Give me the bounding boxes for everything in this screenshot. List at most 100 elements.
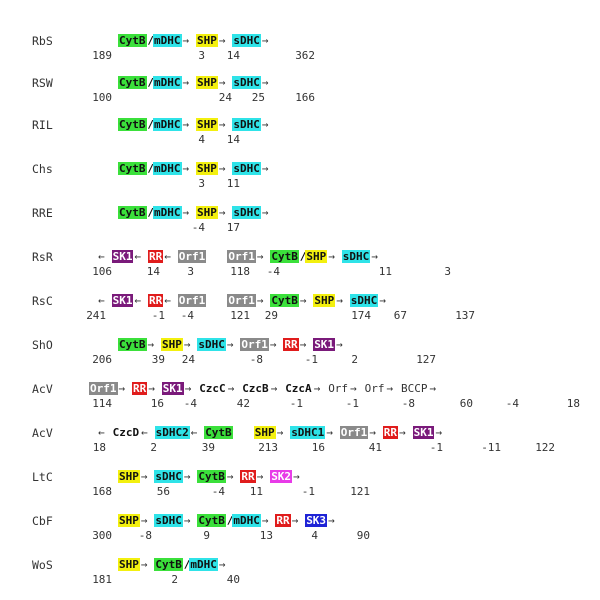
- spacer-distance: -1: [345, 397, 360, 410]
- spacer-distance: 11: [226, 177, 241, 190]
- direction-arrow: →: [183, 338, 191, 351]
- gene-label: sDHC: [232, 206, 261, 219]
- gene-label: BCCP: [401, 382, 428, 395]
- spacer-distance: -8: [401, 397, 416, 410]
- direction-arrow: →: [261, 514, 269, 527]
- spacer-distance: 114: [92, 397, 113, 410]
- spacer-distance: 166: [295, 91, 316, 104]
- spacer-distance: 118: [230, 265, 251, 278]
- spacer-distance: -4: [505, 397, 520, 410]
- direction-arrow: →: [140, 558, 148, 571]
- direction-arrow: →: [182, 34, 190, 47]
- direction-arrow: ←: [164, 294, 171, 307]
- gene-label: CytB: [270, 294, 299, 307]
- spacer-distance: 181: [92, 573, 113, 586]
- spacer-distance: 106: [92, 265, 113, 278]
- gene-label: RR: [382, 426, 399, 439]
- direction-arrow: →: [261, 76, 269, 89]
- direction-arrow: →: [261, 118, 269, 131]
- organism-label: Chs: [32, 162, 53, 176]
- gene-label: Orf1: [227, 294, 256, 307]
- gene-label: SK1: [313, 338, 336, 351]
- gene-label: [233, 426, 248, 439]
- direction-arrow: →: [182, 162, 190, 175]
- gene-label: RR: [240, 470, 256, 483]
- spacer-distance: -1: [429, 441, 444, 454]
- gene-label: sDHC: [232, 118, 261, 131]
- gene-label: sDHC: [154, 514, 183, 527]
- gene-label: CzcB: [242, 382, 269, 395]
- spacer-distance: 189: [92, 49, 113, 62]
- direction-arrow: →: [226, 338, 234, 351]
- direction-arrow: →: [293, 470, 300, 483]
- gene-label: CytB: [118, 76, 147, 89]
- organism-label: RIL: [32, 118, 53, 132]
- spacer-distance: 39: [151, 353, 166, 366]
- gene-label: /: [147, 206, 155, 219]
- gene-label: sDHC: [232, 34, 261, 47]
- gene-label: CytB: [270, 250, 299, 263]
- gene-label: CytB: [118, 206, 147, 219]
- gene-label: CytB: [118, 34, 147, 47]
- direction-arrow: →: [256, 470, 264, 483]
- gene-label: /: [147, 76, 155, 89]
- gene-label: RR: [275, 514, 291, 527]
- spacer-distance: 168: [92, 485, 113, 498]
- direction-arrow: →: [218, 558, 226, 571]
- direction-arrow: →: [140, 514, 148, 527]
- direction-arrow: →: [227, 382, 235, 395]
- spacer-distance: 2: [150, 441, 158, 454]
- organism-label: AcV: [32, 426, 53, 440]
- gene-label: SK3: [305, 514, 328, 527]
- gene-label: CytB: [118, 338, 147, 351]
- spacer-distance: 14: [146, 265, 161, 278]
- direction-arrow: →: [429, 382, 437, 395]
- gene-label: Orf1: [227, 250, 256, 263]
- gene-label: sDHC: [232, 76, 261, 89]
- gene-label: SHP: [253, 426, 276, 439]
- gene-label: RR: [148, 250, 164, 263]
- spacer-distance: 4: [311, 529, 319, 542]
- spacer-distance: 121: [230, 309, 251, 322]
- gene-label: mDHC: [153, 162, 182, 175]
- gene-label: sDHC: [232, 162, 261, 175]
- gene-label: /: [299, 250, 307, 263]
- organism-label: AcV: [32, 382, 53, 396]
- direction-arrow: →: [269, 338, 277, 351]
- direction-arrow: →: [218, 118, 226, 131]
- direction-arrow: →: [313, 382, 321, 395]
- direction-arrow: →: [118, 382, 126, 395]
- spacer-distance: 3: [198, 49, 206, 62]
- direction-arrow: →: [218, 162, 226, 175]
- gene-label: CytB: [118, 162, 147, 175]
- spacer-distance: 300: [92, 529, 113, 542]
- direction-arrow: ←: [98, 426, 105, 439]
- gene-label: SK1: [111, 294, 134, 307]
- spacer-distance: 137: [455, 309, 476, 322]
- direction-arrow: →: [435, 426, 443, 439]
- gene-label: SK1: [161, 382, 184, 395]
- organism-label: RsC: [32, 294, 53, 308]
- gene-label: CytB: [197, 470, 226, 483]
- gene-label: /: [147, 162, 155, 175]
- spacer-distance: 11: [378, 265, 393, 278]
- spacer-distance: 14: [226, 133, 241, 146]
- gene-label: SHP: [118, 558, 140, 571]
- organism-label: WoS: [32, 558, 53, 572]
- gene-label: CzcA: [285, 382, 312, 395]
- gene-label: Orf1: [177, 294, 207, 307]
- spacer-distance: 56: [156, 485, 171, 498]
- spacer-distance: 90: [356, 529, 371, 542]
- gene-label: mDHC: [153, 76, 182, 89]
- spacer-distance: 3: [444, 265, 452, 278]
- gene-label: mDHC: [153, 206, 182, 219]
- direction-arrow: →: [350, 382, 357, 395]
- direction-arrow: →: [299, 294, 307, 307]
- gene-label: CytB: [197, 514, 226, 527]
- spacer-distance: -8: [138, 529, 153, 542]
- direction-arrow: →: [270, 382, 278, 395]
- gene-label: SK1: [111, 250, 134, 263]
- gene-label: SHP: [196, 206, 218, 219]
- direction-arrow: →: [147, 338, 155, 351]
